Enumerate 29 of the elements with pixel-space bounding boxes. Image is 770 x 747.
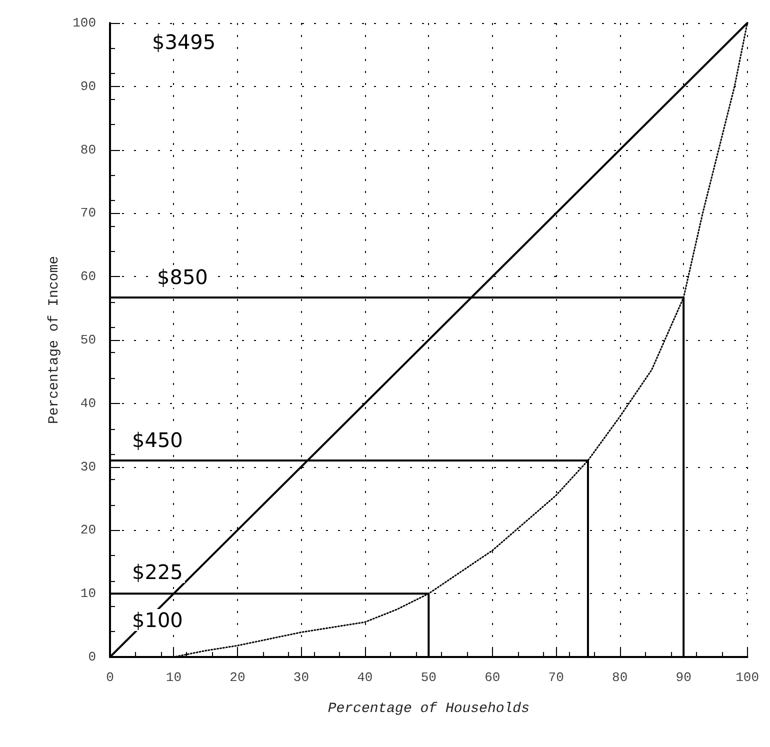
x-tick-label: 90 xyxy=(676,670,692,685)
x-axis-title: Percentage of Households xyxy=(328,701,530,717)
x-tick-label: 20 xyxy=(230,670,246,685)
y-tick-label: 70 xyxy=(80,206,96,221)
y-tick-label: 50 xyxy=(80,332,96,348)
y-tick-label: 80 xyxy=(80,142,96,158)
x-tick-label: 40 xyxy=(357,670,373,685)
y-tick-label: 90 xyxy=(80,78,96,94)
x-tick-label: 30 xyxy=(293,670,309,685)
y-tick-label: 0 xyxy=(88,650,96,664)
x-tick-label: 80 xyxy=(612,670,628,685)
y-tick-label: 30 xyxy=(80,459,96,474)
x-tick-label: 70 xyxy=(548,670,564,685)
annotation: $100 xyxy=(132,608,183,632)
annotation: $450 xyxy=(132,428,183,452)
x-tick-label: 10 xyxy=(166,670,182,685)
y-axis-title: Percentage of Income xyxy=(46,256,63,424)
x-tick-label: 100 xyxy=(736,670,759,685)
annotation: $850 xyxy=(157,265,208,289)
x-tick-label: 50 xyxy=(420,670,436,685)
y-tick-label: 100 xyxy=(72,16,96,30)
y-tick-label: 40 xyxy=(80,396,96,411)
annotation: $225 xyxy=(132,560,183,584)
y-tick-label: 10 xyxy=(80,586,96,602)
y-tick-label: 20 xyxy=(80,522,96,538)
y-tick-label: 60 xyxy=(80,269,96,284)
x-tick-label: 60 xyxy=(484,670,500,685)
x-tick-label: 0 xyxy=(106,670,114,685)
annotation: $3495 xyxy=(152,30,216,54)
